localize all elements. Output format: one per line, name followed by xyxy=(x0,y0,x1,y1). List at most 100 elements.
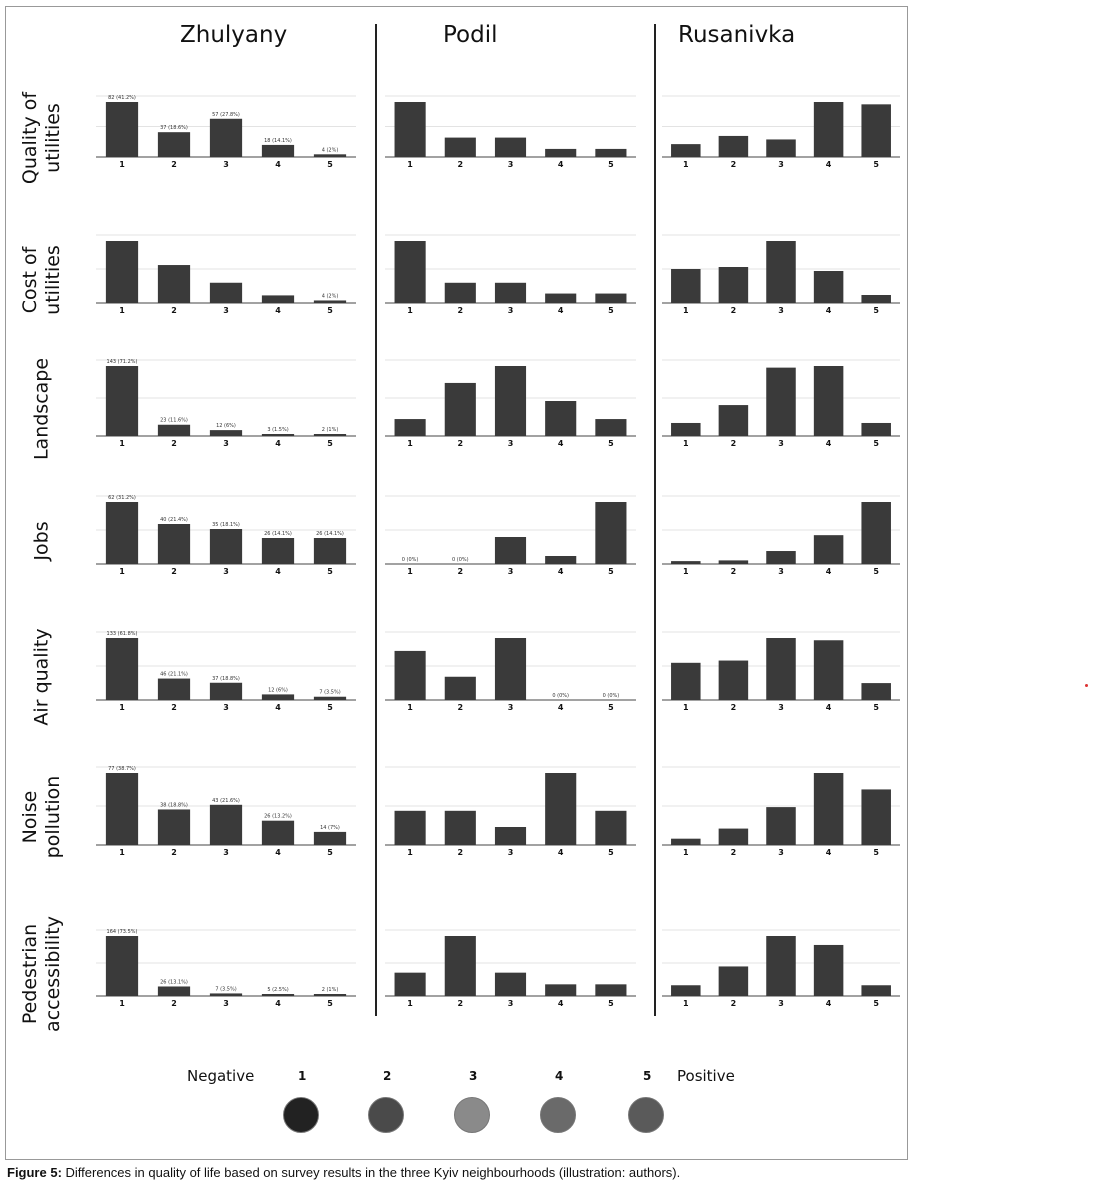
bar xyxy=(394,419,426,436)
tick-label: 2 xyxy=(458,999,464,1008)
tick-label: 2 xyxy=(731,703,737,712)
data-label: 143 (71.2%) xyxy=(107,359,138,365)
data-label: 4 (2%) xyxy=(322,293,339,299)
bar xyxy=(671,269,701,303)
bar xyxy=(157,809,191,845)
bar xyxy=(545,556,577,564)
bar xyxy=(261,820,295,845)
data-label: 23 (11.6%) xyxy=(160,418,188,424)
tick-label: 1 xyxy=(407,160,413,169)
tick-label: 5 xyxy=(327,160,333,169)
tick-label: 1 xyxy=(407,306,413,315)
tick-label: 3 xyxy=(223,703,229,712)
bar xyxy=(595,984,627,996)
tick-label: 1 xyxy=(683,567,689,576)
legend-negative-label: Negative xyxy=(187,1067,255,1085)
tick-label: 5 xyxy=(327,999,333,1008)
bar xyxy=(861,683,891,700)
tick-label: 3 xyxy=(508,306,514,315)
bar xyxy=(545,773,577,845)
tick-label: 2 xyxy=(171,439,177,448)
tick-label: 4 xyxy=(826,703,832,712)
data-label: 37 (18.6%) xyxy=(160,125,188,131)
tick-label: 3 xyxy=(223,567,229,576)
tick-label: 1 xyxy=(407,567,413,576)
bar xyxy=(813,366,844,436)
tick-label: 1 xyxy=(683,703,689,712)
data-label: 5 (2.5%) xyxy=(267,987,288,993)
bar xyxy=(444,137,476,157)
bar xyxy=(595,502,627,564)
data-label: 26 (13.2%) xyxy=(264,814,292,820)
data-label: 0 (0%) xyxy=(452,557,469,563)
data-label: 40 (21.4%) xyxy=(160,517,188,523)
data-label: 43 (21.6%) xyxy=(212,798,240,804)
tick-label: 5 xyxy=(327,439,333,448)
panel: 1 2 3 4 5 xyxy=(385,234,636,315)
figure-frame xyxy=(5,6,908,1160)
panel: 1 2 3 0 (0%) 4 0 (0%) 5 xyxy=(385,631,636,712)
bar xyxy=(494,827,527,845)
panel: 62 (31.2%) 1 40 (21.4%) 2 35 (18.1%) 3 26 (14.… xyxy=(96,495,356,576)
figure-caption: Figure 5: Differences in quality of life… xyxy=(7,1165,680,1180)
panel: 1 2 3 4 5 xyxy=(662,359,900,448)
bar xyxy=(209,282,243,303)
bar xyxy=(813,773,844,845)
bar xyxy=(861,422,891,436)
bar xyxy=(209,529,243,564)
tick-label: 3 xyxy=(508,160,514,169)
data-label: 7 (3.5%) xyxy=(215,986,236,992)
tick-label: 4 xyxy=(275,306,281,315)
tick-label: 4 xyxy=(826,439,832,448)
data-label: 77 (38.7%) xyxy=(108,766,136,772)
bar xyxy=(861,104,891,157)
panel: 133 (61.8%) 1 46 (21.1%) 2 37 (18.8%) 3 12 (6%… xyxy=(96,631,356,712)
data-label: 0 (0%) xyxy=(552,693,569,699)
bar xyxy=(157,524,191,564)
tick-label: 3 xyxy=(508,703,514,712)
tick-label: 4 xyxy=(275,567,281,576)
bar xyxy=(813,102,844,157)
bar xyxy=(261,434,295,436)
bar xyxy=(494,638,527,700)
bar xyxy=(313,831,347,845)
tick-label: 5 xyxy=(873,567,879,576)
bar xyxy=(157,678,191,700)
data-label: 82 (41.2%) xyxy=(108,95,136,101)
bar xyxy=(813,944,844,996)
bar xyxy=(545,148,577,157)
tick-label: 4 xyxy=(558,160,564,169)
data-label: 26 (14.1%) xyxy=(316,531,344,537)
tick-label: 3 xyxy=(223,160,229,169)
legend-number: 2 xyxy=(383,1069,392,1083)
bar xyxy=(444,282,476,303)
panel: 0 (0%) 1 0 (0%) 2 3 4 5 xyxy=(385,495,636,576)
tick-label: 3 xyxy=(778,703,784,712)
data-label: 35 (18.1%) xyxy=(212,522,240,528)
bar xyxy=(157,424,191,436)
data-label: 2 (1%) xyxy=(322,987,339,993)
legend-number: 5 xyxy=(643,1069,652,1083)
tick-label: 2 xyxy=(171,567,177,576)
panel: 1 2 3 4 5 xyxy=(662,766,900,857)
bar xyxy=(718,135,749,157)
bar xyxy=(718,966,749,996)
tick-label: 2 xyxy=(171,160,177,169)
bar xyxy=(394,102,426,157)
data-label: 164 (73.5%) xyxy=(107,929,138,935)
legend-number: 1 xyxy=(298,1069,307,1083)
stray-mark xyxy=(1085,684,1088,687)
bar xyxy=(209,430,243,436)
tick-label: 4 xyxy=(275,703,281,712)
tick-label: 3 xyxy=(778,439,784,448)
tick-label: 3 xyxy=(508,439,514,448)
tick-label: 5 xyxy=(873,306,879,315)
panel: 1 2 3 4 5 xyxy=(662,234,900,315)
data-label: 12 (6%) xyxy=(216,423,236,429)
data-label: 133 (61.8%) xyxy=(107,631,138,637)
column-separator-1 xyxy=(375,24,377,1016)
bar xyxy=(718,267,749,303)
bar xyxy=(209,682,243,700)
tick-label: 4 xyxy=(826,567,832,576)
bar xyxy=(105,936,139,996)
